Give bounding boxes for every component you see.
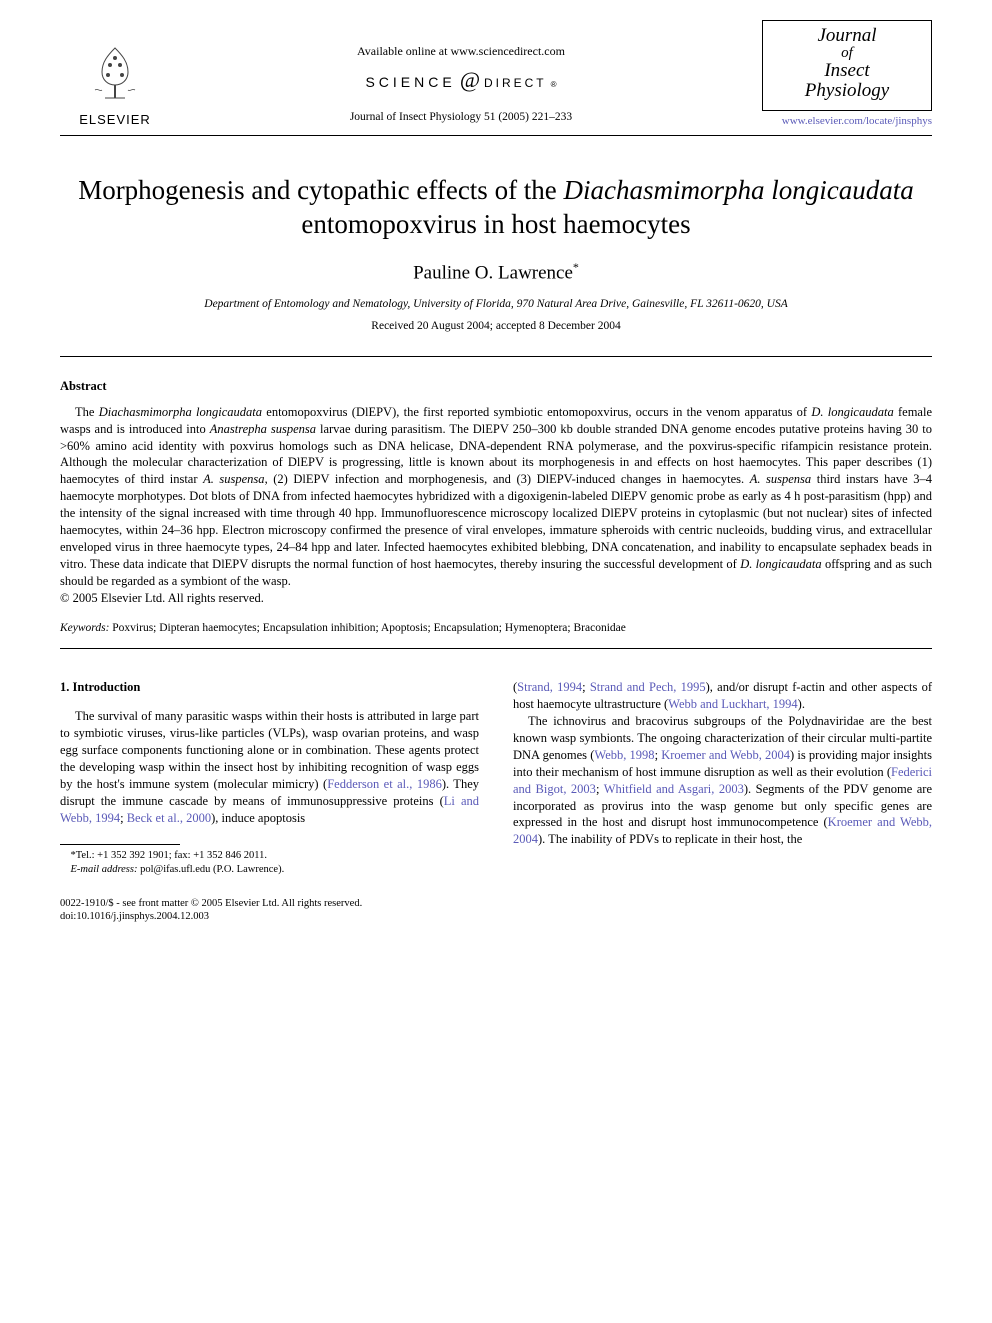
body-columns: 1. Introduction The survival of many par…	[60, 679, 932, 924]
sd-at-symbol: @	[460, 67, 480, 93]
elsevier-logo-block: ELSEVIER	[60, 40, 170, 127]
front-matter-line: 0022-1910/$ - see front matter © 2005 El…	[60, 897, 479, 911]
sd-reg-mark: ®	[551, 80, 557, 89]
page-header: ELSEVIER Available online at www.science…	[60, 20, 932, 127]
author-line: Pauline O. Lawrence*	[60, 260, 932, 284]
journal-box-line1: Journal	[771, 25, 923, 47]
col2-para-2: The ichnovirus and bracovirus subgroups …	[513, 713, 932, 848]
author-corresp-mark: *	[573, 260, 579, 274]
article-dates: Received 20 August 2004; accepted 8 Dece…	[60, 320, 932, 332]
sd-direct-text: DIRECT	[484, 76, 547, 90]
elsevier-tree-icon	[80, 40, 150, 110]
author-name: Pauline O. Lawrence	[413, 262, 573, 283]
journal-box-line3: Insect	[771, 60, 923, 82]
keywords-line: Keywords: Poxvirus; Dipteran haemocytes;…	[60, 622, 932, 634]
keywords-rule	[60, 648, 932, 649]
abstract-copyright: © 2005 Elsevier Ltd. All rights reserved…	[60, 591, 932, 606]
doi-line: doi:10.1016/j.jinsphys.2004.12.003	[60, 910, 479, 924]
available-online-text: Available online at www.sciencedirect.co…	[357, 44, 565, 59]
affiliation: Department of Entomology and Nematology,…	[60, 298, 932, 310]
corresp-footnote: *Tel.: +1 352 392 1901; fax: +1 352 846 …	[60, 849, 479, 863]
email-footnote: E-mail address: pol@ifas.ufl.edu (P.O. L…	[60, 863, 479, 877]
keywords-label: Keywords:	[60, 622, 109, 634]
email-address: pol@ifas.ufl.edu (P.O. Lawrence).	[137, 864, 284, 875]
journal-url-link[interactable]: www.elsevier.com/locate/jinsphys	[782, 115, 932, 127]
journal-box-line4: Physiology	[771, 80, 923, 102]
journal-title-box: Journal of Insect Physiology	[762, 20, 932, 111]
intro-para-1: The survival of many parasitic wasps wit…	[60, 708, 479, 826]
journal-box-block: Journal of Insect Physiology www.elsevie…	[752, 20, 932, 127]
sd-science-text: SCIENCE	[365, 74, 455, 90]
keywords-list: Poxvirus; Dipteran haemocytes; Encapsula…	[109, 622, 625, 634]
intro-heading: 1. Introduction	[60, 679, 479, 696]
email-label: E-mail address:	[71, 864, 138, 875]
footnote-rule	[60, 844, 180, 845]
right-column: (Strand, 1994; Strand and Pech, 1995), a…	[513, 679, 932, 924]
title-post: entomopoxvirus in host haemocytes	[301, 209, 690, 239]
article-title: Morphogenesis and cytopathic effects of …	[60, 174, 932, 242]
abstract-heading: Abstract	[60, 379, 932, 394]
sciencedirect-logo: SCIENCE @ DIRECT ®	[365, 67, 556, 93]
title-pre: Morphogenesis and cytopathic effects of …	[78, 175, 563, 205]
title-rule	[60, 356, 932, 357]
bottom-info: 0022-1910/$ - see front matter © 2005 El…	[60, 897, 479, 924]
col2-para-1: (Strand, 1994; Strand and Pech, 1995), a…	[513, 679, 932, 713]
center-header: Available online at www.sciencedirect.co…	[170, 44, 752, 123]
header-rule	[60, 135, 932, 136]
journal-reference: Journal of Insect Physiology 51 (2005) 2…	[350, 111, 572, 123]
left-column: 1. Introduction The survival of many par…	[60, 679, 479, 924]
elsevier-label: ELSEVIER	[79, 112, 151, 127]
abstract-body: The Diachasmimorpha longicaudata entomop…	[60, 404, 932, 590]
title-species: Diachasmimorpha longicaudata	[564, 175, 914, 205]
